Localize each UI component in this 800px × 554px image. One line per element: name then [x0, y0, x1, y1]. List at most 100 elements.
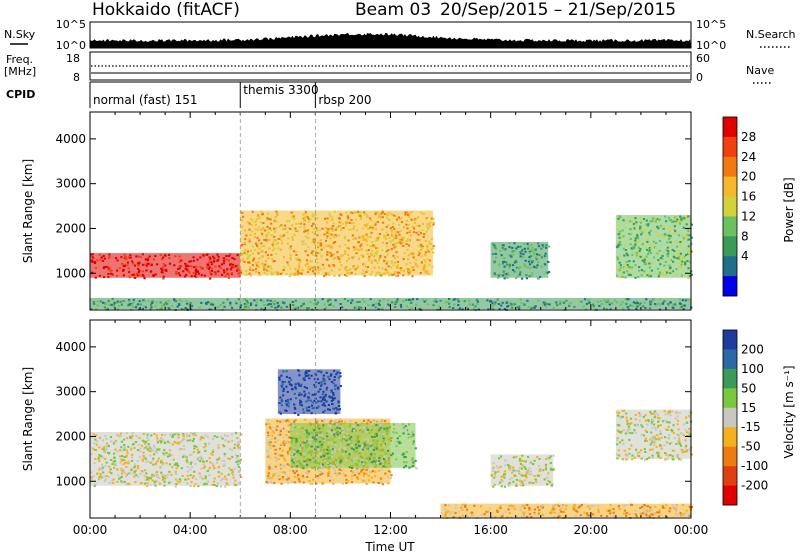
echo-pixel [662, 273, 665, 276]
echo-pixel [227, 484, 230, 487]
echo-pixel [232, 476, 235, 479]
echo-pixel [179, 298, 182, 301]
echo-pixel [364, 480, 367, 483]
colorbar-frame [722, 329, 738, 506]
echo-pixel [303, 462, 306, 465]
echo-pixel [331, 465, 334, 468]
echo-pixel [338, 245, 341, 248]
echo-pixel [123, 445, 126, 448]
echo-pixel [267, 474, 270, 477]
echo-pixel [291, 301, 294, 303]
echo-pixel [328, 265, 331, 268]
echo-pixel [634, 243, 637, 246]
echo-pixel [655, 242, 658, 245]
echo-pixel [129, 436, 132, 439]
echo-pixel [247, 306, 250, 309]
echo-pixel [231, 306, 234, 309]
echo-pixel [308, 409, 311, 412]
echo-pixel [610, 302, 613, 305]
echo-pixel [305, 446, 308, 449]
echo-pixel [623, 254, 626, 257]
echo-pixel [303, 218, 306, 221]
echo-pixel [642, 415, 645, 418]
echo-pixel [363, 472, 366, 475]
echo-pixel [207, 442, 211, 445]
echo-pixel [677, 257, 681, 260]
echo-pixel [675, 411, 678, 414]
echo-pixel [168, 463, 172, 466]
echo-pixel [623, 262, 626, 265]
echo-pixel [245, 234, 248, 237]
echo-pixel [94, 483, 97, 486]
echo-pixel [276, 425, 279, 428]
echo-pixel [291, 457, 294, 460]
echo-pixel [103, 276, 106, 279]
echo-pixel [293, 306, 296, 309]
echo-pixel [672, 255, 675, 258]
echo-pixel [266, 217, 269, 220]
echo-pixel [687, 299, 690, 302]
echo-pixel [145, 460, 148, 463]
echo-pixel [490, 474, 493, 477]
echo-pixel [267, 435, 270, 438]
xtick-label: 12:00 [373, 523, 408, 537]
echo-pixel [113, 306, 116, 308]
echo-pixel [626, 454, 629, 457]
echo-pixel [439, 299, 442, 302]
echo-pixel [395, 431, 398, 434]
echo-pixel [208, 260, 212, 263]
echo-pixel [356, 301, 359, 304]
echo-pixel [350, 477, 354, 480]
echo-pixel [654, 303, 657, 305]
echo-pixel [116, 468, 119, 471]
echo-pixel [286, 231, 289, 234]
echo-pixel [634, 223, 637, 226]
echo-pixel [682, 226, 685, 229]
echo-pixel [178, 255, 181, 258]
echo-pixel [508, 512, 511, 515]
echo-pixel [412, 442, 415, 445]
echo-pixel [257, 252, 260, 255]
echo-pixel [298, 222, 301, 225]
echo-pixel [298, 384, 301, 387]
echo-pixel [137, 264, 140, 267]
echo-pixel [624, 432, 627, 435]
echo-pixel [331, 452, 334, 454]
echo-pixel [325, 400, 328, 403]
echo-pixel [131, 432, 134, 435]
echo-pixel [623, 409, 626, 412]
echo-pixel [117, 434, 120, 437]
echo-pixel [616, 258, 620, 261]
echo-pixel [332, 399, 335, 401]
echo-pixel [248, 228, 251, 231]
echo-pixel [664, 458, 667, 460]
echo-pixel [328, 471, 331, 473]
echo-pixel [613, 299, 616, 302]
echo-pixel [237, 298, 240, 301]
echo-pixel [297, 474, 300, 477]
echo-pixel [300, 393, 303, 396]
echo-pixel [362, 474, 366, 477]
echo-pixel [266, 430, 269, 433]
echo-pixel [675, 273, 679, 276]
echo-pixel [631, 266, 634, 269]
echo-pixel [392, 243, 395, 246]
echo-pixel [481, 513, 484, 516]
echo-pixel [394, 242, 397, 245]
echo-pixel [93, 302, 96, 305]
echo-pixel [127, 460, 130, 463]
echo-pixel [655, 438, 658, 441]
echo-pixel [389, 476, 392, 479]
echo-pixel [338, 268, 341, 271]
echo-pixel [655, 428, 658, 431]
echo-pixel [251, 219, 254, 222]
echo-pixel [225, 255, 228, 258]
echo-pixel [92, 448, 95, 451]
echo-pixel [285, 370, 288, 373]
echo-pixel [386, 432, 389, 435]
echo-pixel [294, 455, 297, 457]
echo-pixel [680, 306, 683, 308]
echo-pixel [638, 240, 641, 243]
echo-pixel [95, 440, 98, 443]
echo-pixel [273, 239, 276, 242]
